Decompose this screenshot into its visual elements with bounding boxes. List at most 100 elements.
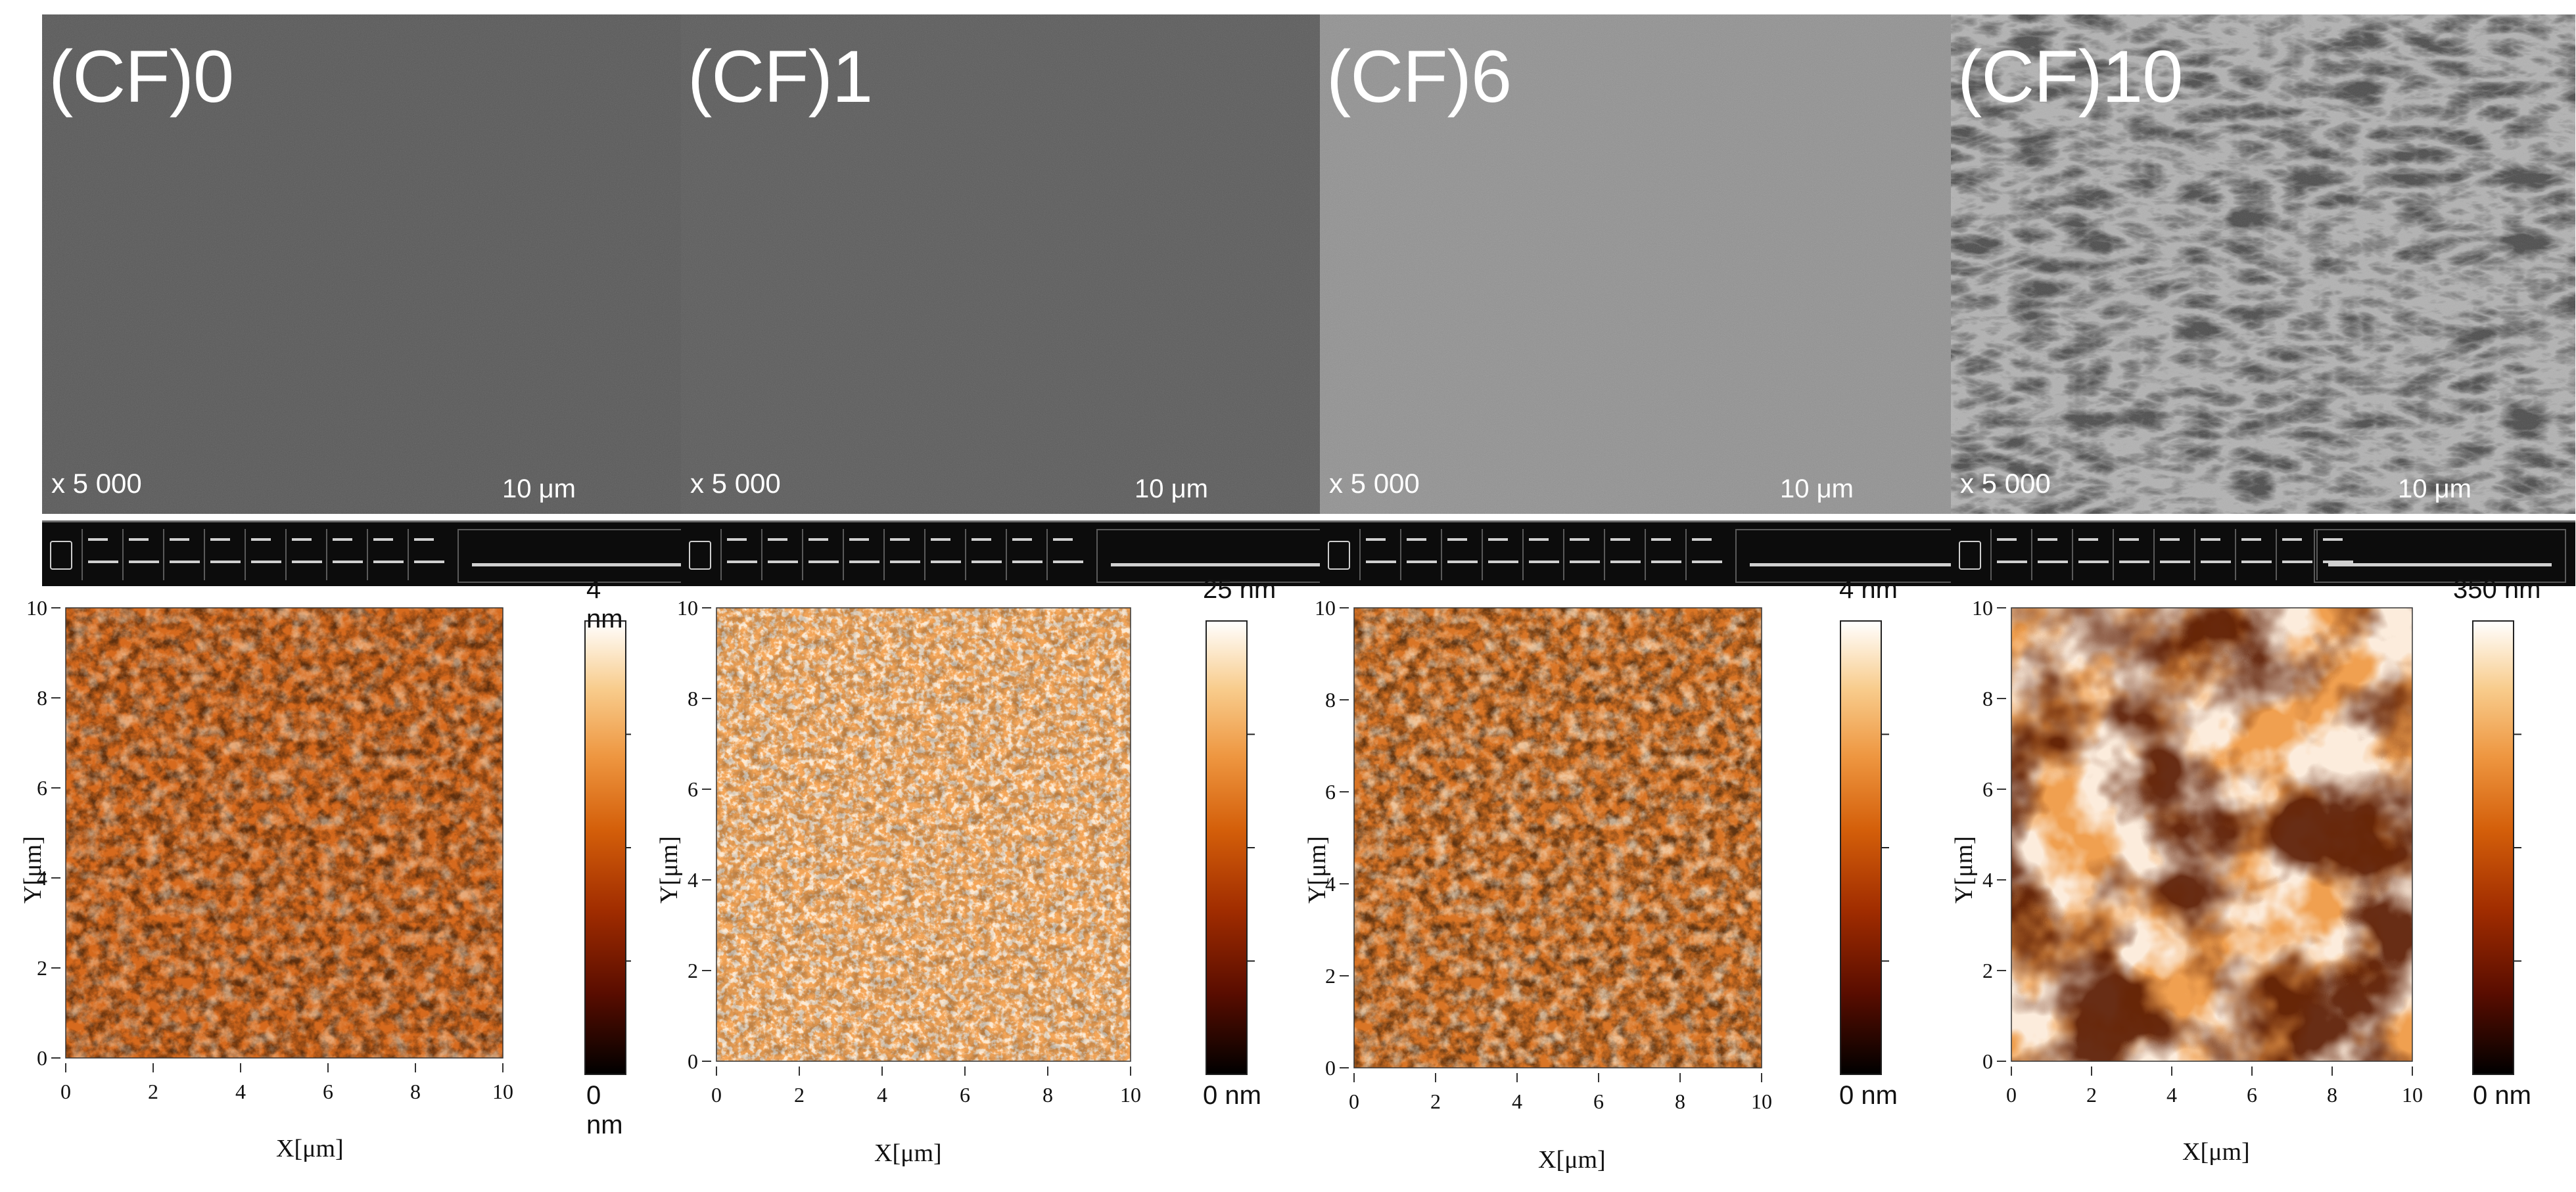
colorbar [2472,620,2514,1075]
afm-height-map: 00 2 2 4 4 6 6 8 8 10 10 X[μm] Y[μm] [19,596,634,1162]
y-tick-label: 6 [1325,780,1336,804]
colorbar-min-label: 0 nm [1839,1081,1898,1110]
x-tick-label: 6 [323,1080,333,1103]
y-tick-label: 4 [1325,872,1336,896]
sem-micrograph [42,14,719,514]
scale-bar-label: 10 μm [502,474,576,503]
y-tick-label: 10 [26,596,47,620]
colorbar-max-label: 4 nm [1839,575,1898,604]
colorbar-min-label: 0 nm [1203,1081,1261,1110]
afm-panel-cf0: 0 0 2 2 4 4 6 6 8 8 10 10 X[μm] Y[μm] 4 nm 0 nm [0,575,634,1176]
scale-bar [2361,514,2519,520]
afm-height-map: 00 2 2 4 4 6 6 8 8 10 10 X[μm] Y[μm] [1950,596,2521,1166]
data-bar-cell [326,529,368,580]
x-tick-label: 2 [1430,1089,1441,1113]
sem-panel-cf0: (CF)0 x 5 000 10 μm [42,14,719,586]
sample-label: (CF)10 [1957,35,2183,118]
colorbar-min-label: 0 nm [586,1081,623,1139]
x-axis-label: X[μm] [1538,1146,1606,1173]
sem-micrograph [1320,14,1997,514]
afm-map-area [2011,608,2412,1061]
data-bar-cell [367,529,409,580]
map-frame [1353,607,1762,1068]
y-axis-label: Y[μm] [1303,836,1331,904]
sem-data-bar [681,520,1358,586]
x-tick-label: 0 [60,1080,71,1103]
colorbar-max-label: 4 nm [586,575,623,633]
afm-height-map: 00 2 2 4 4 6 6 8 8 10 10 X[μm] Y[μm] [655,596,1255,1167]
data-bar-cell [82,529,124,580]
y-tick-label: 10 [1972,596,1993,620]
y-tick-label: 0 [688,1049,698,1073]
y-axis-label: Y[μm] [655,836,683,904]
data-bar-cell [122,529,164,580]
sem-micrograph [1951,14,2575,514]
data-bar-cell [1522,529,1564,580]
instrument-logo-icon [1959,541,1981,570]
sample-label: (CF)1 [688,35,873,118]
x-tick-label: 6 [2247,1083,2257,1107]
sem-data-bar [1951,520,2575,586]
magnification-label: x 5 000 [51,468,142,499]
afm-map-area [1354,608,1762,1068]
y-tick-label: 0 [37,1046,47,1070]
data-bar-cell [163,529,205,580]
x-tick-label: 8 [1675,1089,1685,1113]
y-axis-label: Y[μm] [19,836,47,904]
y-tick-label: 8 [688,687,698,710]
data-bar-cell [2072,529,2114,580]
x-tick-label: 0 [1349,1089,1359,1113]
x-tick-label: 8 [2327,1083,2337,1107]
y-tick-label: 4 [1982,868,1993,892]
data-bar-cell [1563,529,1605,580]
data-bar-cell [1400,529,1442,580]
data-bar-cell [2113,529,2155,580]
data-bar-cell [843,529,885,580]
afm-height-map: 00 2 2 4 4 6 6 8 8 10 10 X[μm] Y[μm] [1303,596,1889,1174]
magnification-label: x 5 000 [1329,468,1420,499]
data-bar-cell [1685,529,1727,580]
sample-label: (CF)6 [1326,35,1512,118]
data-bar-cell [1482,529,1524,580]
data-bar-instrument-box [457,529,710,583]
x-tick-label: 4 [235,1080,246,1103]
y-tick-label: 6 [1982,777,1993,801]
afm-axes: 00 2 2 4 4 6 6 8 8 10 10 [677,596,1141,1107]
y-tick-label: 0 [1982,1049,1993,1073]
y-tick-label: 8 [1982,687,1993,710]
x-axis-label: X[μm] [2182,1138,2250,1166]
x-tick-label: 6 [1593,1089,1604,1113]
data-bar-cell [1006,529,1048,580]
x-tick-label: 4 [2166,1083,2177,1107]
y-tick-label: 10 [1315,596,1336,620]
sem-panel-cf6: (CF)6 x 5 000 10 μm [1320,14,1997,586]
afm-panel-cf6: 0 0 2 2 4 4 6 6 8 8 10 10 X[μm] Y[μm] 4 nm 0 nm [1288,575,1919,1176]
data-bar-cell [883,529,925,580]
afm-panel-cf1: 0 0 2 2 4 4 6 6 8 8 10 10 X[μm] Y[μm] 25 nm 0 nm [651,575,1282,1176]
data-bar-cell [2031,529,2073,580]
x-tick-label: 4 [1512,1089,1522,1113]
colorbar-max-label: 350 nm [2453,575,2541,604]
magnification-label: x 5 000 [690,468,781,499]
sample-label: (CF)0 [49,35,234,118]
data-bar-cell [2276,529,2318,580]
afm-axes: 00 2 2 4 4 6 6 8 8 10 10 [26,596,513,1103]
x-tick-label: 0 [711,1083,722,1107]
magnification-label: x 5 000 [1960,468,2051,499]
afm-axes: 00 2 2 4 4 6 6 8 8 10 10 [1972,596,2423,1107]
x-tick-label: 2 [148,1080,158,1103]
x-tick-label: 6 [960,1083,970,1107]
y-tick-label: 2 [1982,959,1993,982]
data-bar-cell [802,529,844,580]
afm-panel-cf10: 0 0 2 2 4 4 6 6 8 8 10 10 X[μm] Y[μm] 350 nm 0 nm [1939,575,2576,1176]
x-tick-label: 10 [2402,1083,2423,1107]
y-tick-label: 0 [1325,1056,1336,1080]
afm-map-area [66,608,503,1058]
data-bar-cell [1645,529,1687,580]
sem-data-bar [1320,520,1997,586]
data-bar-cell [761,529,803,580]
instrument-logo-icon [50,541,72,570]
x-tick-label: 0 [2006,1083,2017,1107]
data-bar-cell [245,529,287,580]
data-bar-cell [1441,529,1483,580]
